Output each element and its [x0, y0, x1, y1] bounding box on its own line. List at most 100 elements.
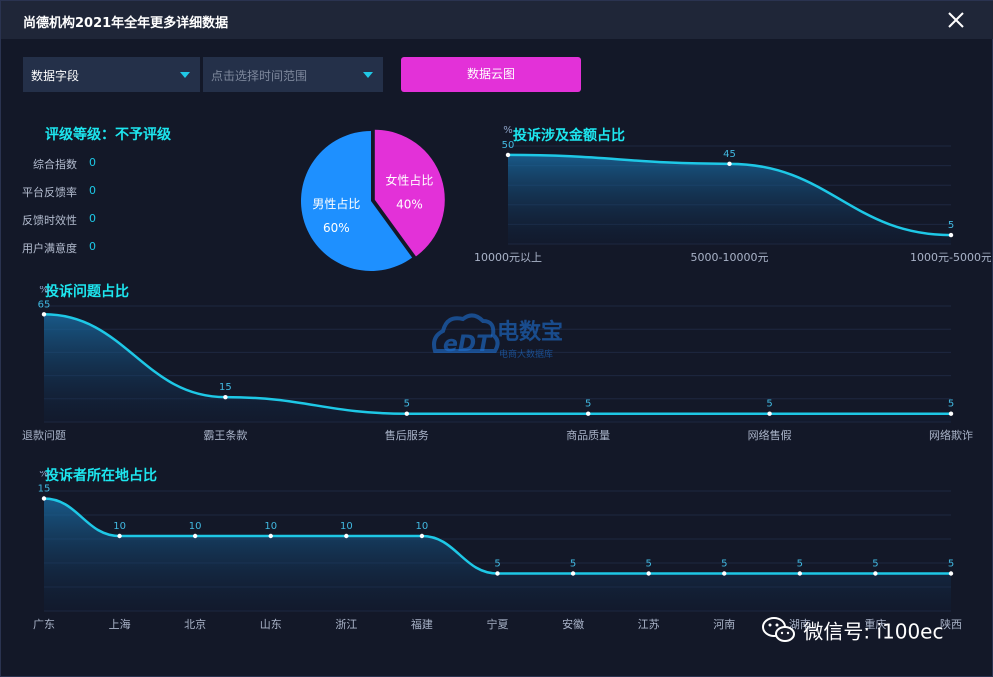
- x-tick-label: 5000-10000元: [691, 251, 769, 264]
- edt-logo-watermark: eDT 电数宝 电商大数据库: [432, 313, 563, 360]
- time-range-placeholder: 点击选择时间范围: [211, 69, 308, 83]
- x-tick-label: 江苏: [638, 618, 660, 631]
- watermark-tagline: 电商大数据库: [499, 348, 553, 360]
- data-label: 10: [113, 521, 126, 532]
- data-label: 5: [948, 399, 954, 410]
- data-label: 5: [404, 399, 410, 410]
- x-tick-label: 广东: [33, 618, 55, 631]
- data-label: 65: [38, 299, 51, 310]
- wechat-watermark: 微信号: i100ec: [761, 615, 981, 655]
- x-tick-label: 网络欺诈: [929, 428, 973, 442]
- wechat-watermark-text: 微信号: i100ec: [803, 619, 944, 644]
- time-range-select[interactable]: 点击选择时间范围: [203, 57, 383, 92]
- close-icon[interactable]: [946, 10, 966, 30]
- x-tick-label: 网络售假: [748, 428, 792, 442]
- series-area: [508, 154, 951, 244]
- data-label: 5: [948, 220, 954, 231]
- data-label: 10: [416, 521, 429, 532]
- x-tick-label: 北京: [184, 617, 206, 631]
- metric-value: 0: [89, 212, 96, 225]
- metric-value: 0: [89, 156, 96, 169]
- data-point: [570, 571, 576, 576]
- data-label: 5: [721, 559, 727, 570]
- x-tick-label: 陕西: [940, 617, 962, 631]
- chevron-down-icon: [180, 72, 190, 78]
- data-field-select[interactable]: 数据字段: [23, 57, 200, 92]
- gender-pie-chart: 女性占比 40% 男性占比 60%: [301, 129, 445, 271]
- wechat-icon: [762, 617, 795, 642]
- amount-chart-title: 投诉涉及金额占比: [513, 128, 625, 144]
- data-label: 50: [502, 140, 515, 151]
- x-tick-label: 宁夏: [487, 617, 509, 631]
- data-point: [948, 411, 954, 416]
- data-point: [117, 533, 122, 539]
- x-tick-label: 1000元-5000元: [910, 251, 991, 264]
- chevron-down-icon: [363, 72, 373, 78]
- location-area-chart: % 15 广东 10 上海 10 北京 10 山东 10 浙江 10 福建 5 宁夏 5 安徽 5 江苏 5 河南 5 湖南…: [33, 471, 962, 631]
- pie-slice-value: 40%: [396, 198, 423, 212]
- x-tick-label: 安徽: [562, 617, 584, 631]
- data-point: [948, 232, 954, 238]
- data-point: [722, 571, 727, 576]
- data-point: [797, 571, 803, 576]
- x-tick-label: 上海: [109, 617, 131, 631]
- metric-label: 反馈时效性: [22, 214, 77, 227]
- data-point: [495, 571, 500, 576]
- series-area: [44, 498, 951, 611]
- watermark-logo-text: eDT: [443, 332, 493, 357]
- data-label: 10: [189, 521, 202, 532]
- data-point: [727, 161, 732, 167]
- pie-slice-value: 60%: [323, 221, 350, 235]
- x-tick-label: 福建: [411, 617, 433, 631]
- data-label: 5: [645, 559, 651, 570]
- x-tick-label: 重庆: [864, 617, 886, 631]
- pie-slice: [301, 131, 413, 271]
- problem-chart-title: 投诉问题占比: [45, 284, 129, 300]
- data-label: 10: [264, 521, 277, 532]
- modal-title: 尚德机构2021年全年更多详细数据: [23, 16, 229, 31]
- pie-slice: [374, 129, 445, 257]
- rating-title: 评级等级：不予评级: [45, 127, 171, 143]
- data-cloud-button[interactable]: 数据云图: [401, 57, 581, 92]
- data-point: [344, 533, 349, 539]
- amount-area-chart: % 50 10000元以上 45 5000-10000元 5 1000元-5000元: [474, 126, 991, 264]
- data-point: [404, 411, 409, 416]
- data-point: [41, 312, 47, 317]
- y-unit-label: %: [39, 286, 49, 295]
- data-point: [586, 411, 591, 416]
- data-point: [268, 533, 273, 539]
- problem-area-chart: % 65 退款问题 15 霸王条款 5 售后服务 5 商品质量 5 网络售假 5 网络欺诈: [22, 286, 973, 442]
- metric-value: 0: [89, 184, 96, 197]
- location-chart-title: 投诉者所在地占比: [45, 468, 157, 484]
- y-unit-label: %: [39, 471, 49, 480]
- metric-label: 综合指数: [33, 158, 77, 171]
- x-tick-label: 退款问题: [22, 428, 66, 442]
- metric-value: 0: [89, 240, 96, 253]
- data-point: [948, 571, 954, 576]
- pie-slice-label: 男性占比: [312, 196, 360, 211]
- data-point: [873, 571, 878, 576]
- data-label: 10: [340, 521, 353, 532]
- data-point: [505, 152, 511, 158]
- metric-label: 用户满意度: [22, 242, 77, 255]
- data-label: 15: [219, 382, 232, 393]
- x-tick-label: 浙江: [335, 618, 357, 631]
- data-point: [419, 533, 425, 539]
- data-label: 5: [797, 559, 803, 570]
- x-tick-label: 湖南: [789, 618, 811, 631]
- series-area: [44, 314, 951, 422]
- data-point: [41, 496, 47, 501]
- data-label: 5: [872, 559, 878, 570]
- series-line: [43, 313, 951, 415]
- data-label: 5: [766, 399, 772, 410]
- data-point: [223, 394, 228, 400]
- data-label: 5: [585, 399, 591, 410]
- data-point: [646, 571, 651, 576]
- data-field-select-value: 数据字段: [31, 69, 80, 83]
- x-tick-label: 河南: [713, 618, 735, 631]
- data-label: 5: [948, 559, 954, 570]
- data-label: 45: [723, 149, 736, 160]
- data-point: [767, 411, 772, 416]
- watermark-brand: 电数宝: [497, 319, 563, 345]
